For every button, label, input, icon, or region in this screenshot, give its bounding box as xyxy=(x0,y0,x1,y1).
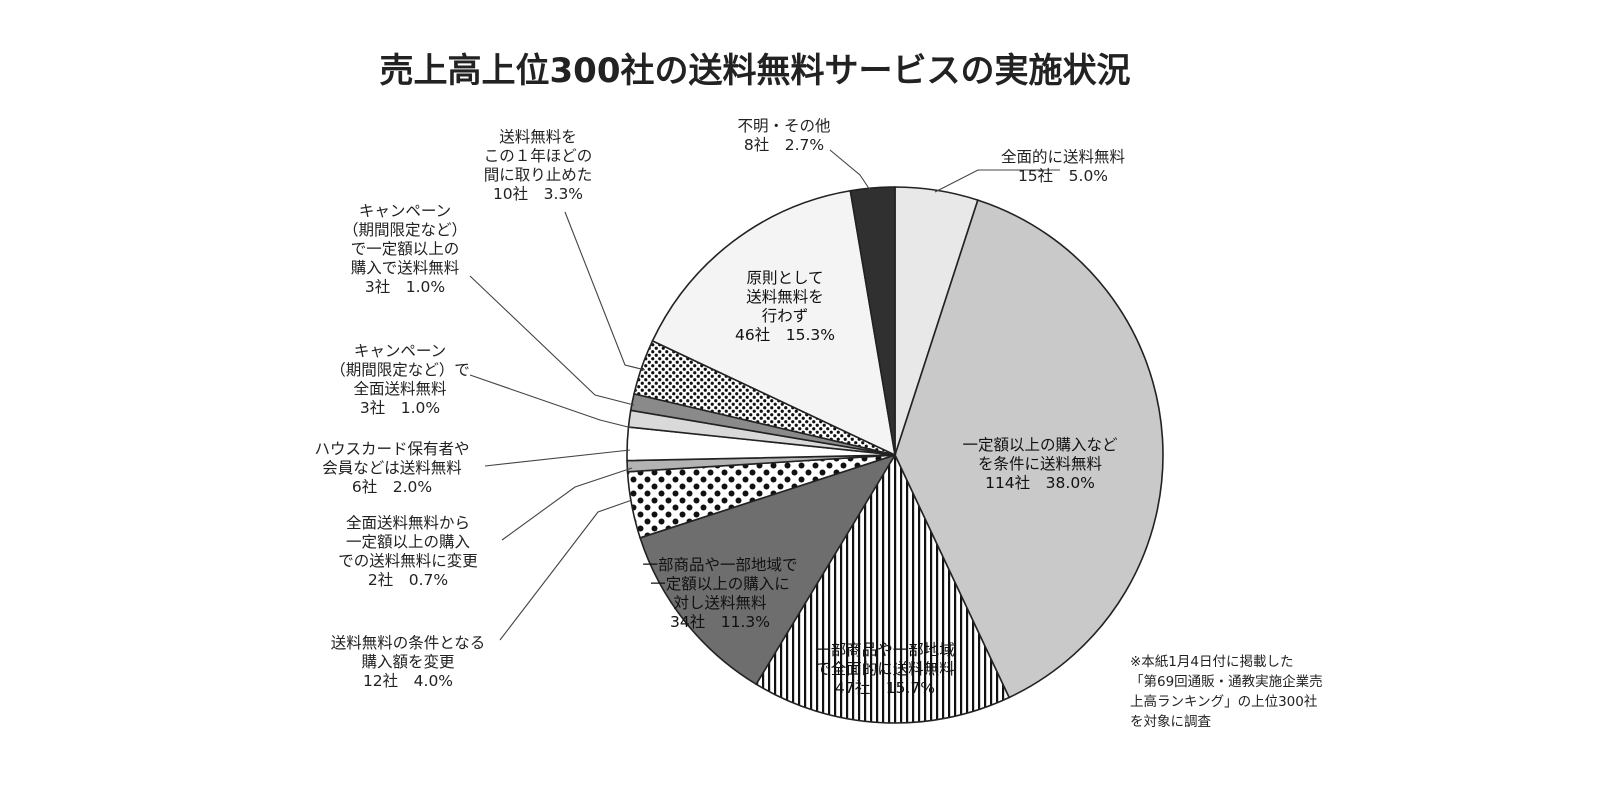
slice-label-line: 全面的に送料無料 xyxy=(1001,148,1125,166)
slice-label-s5: 送料無料の条件となる購入額を変更 12社 4.0% xyxy=(331,634,486,690)
slice-label-s2: 一定額以上の購入などを条件に送料無料 114社 38.0% xyxy=(962,436,1118,492)
slice-labels: 全面的に送料無料 15社 5.0% 一定額以上の購入などを条件に送料無料 114社 3… xyxy=(314,117,1125,697)
leader-line-s10 xyxy=(564,211,646,371)
slice-label-line: 一定額以上の購入 xyxy=(346,533,470,551)
footnote: ※本紙1月4日付に掲載した「第69回通販・通教実施企業売上高ランキング」の上位3… xyxy=(1130,654,1323,730)
slice-label-line: 一部商品や一部地域で xyxy=(642,556,797,574)
slice-label-line: を条件に送料無料 xyxy=(978,455,1102,473)
footnote-line: 上高ランキング」の上位300社 xyxy=(1130,693,1317,710)
slice-label-line: キャンペーン xyxy=(359,202,451,220)
slice-value-s5: 12社 4.0% xyxy=(363,672,453,690)
pie-slice-s12 xyxy=(849,186,896,456)
slice-value-s4: 34社 11.3% xyxy=(670,613,770,631)
slice-label-s1: 全面的に送料無料 15社 5.0% xyxy=(1001,148,1125,185)
slice-label-line: 全面送料無料から xyxy=(346,514,470,532)
footnote-text: ※本紙1月4日付に掲載した「第69回通販・通教実施企業売上高ランキング」の上位3… xyxy=(1130,654,1323,730)
pie-slices xyxy=(626,186,1164,724)
slice-value-s6: 2社 0.7% xyxy=(368,571,448,589)
slice-label-line: 全面送料無料 xyxy=(353,380,446,398)
slice-value-s10: 10社 3.3% xyxy=(493,185,583,203)
slice-value-s3: 47社 15.7% xyxy=(835,679,935,697)
slice-label-line: この１年ほどの xyxy=(484,147,593,165)
slice-value-s2: 114社 38.0% xyxy=(985,474,1095,492)
leader-lines xyxy=(469,149,1060,641)
slice-label-line: 一定額以上の購入など xyxy=(962,436,1118,454)
pie-slice-s2 xyxy=(894,199,1164,699)
footnote-line: 「第69回通販・通教実施企業売 xyxy=(1130,673,1323,690)
slice-label-line: で一定額以上の xyxy=(351,240,460,258)
leader-line-s9 xyxy=(469,275,635,406)
leader-line-s7 xyxy=(484,449,631,467)
slice-label-line: 送料無料を xyxy=(746,288,824,306)
slice-label-line: 間に取り止めた xyxy=(484,166,593,184)
slice-label-line: 原則として xyxy=(746,269,823,287)
slice-value-s9: 3社 1.0% xyxy=(365,278,445,296)
slice-label-s9: キャンペーン（期間限定など）で一定額以上の購入で送料無料 3社 1.0% xyxy=(343,202,467,296)
slice-label-line: 一定額以上の購入に xyxy=(650,575,790,593)
slice-label-line: 不明・その他 xyxy=(737,117,830,135)
slice-label-s4: 一部商品や一部地域で一定額以上の購入に対し送料無料 34社 11.3% xyxy=(642,556,797,631)
slice-label-line: で全面的に送料無料 xyxy=(815,660,955,678)
slice-label-line: 会員などは送料無料 xyxy=(322,459,462,477)
slice-value-s1: 15社 5.0% xyxy=(1018,167,1108,185)
leader-line-s1 xyxy=(934,169,1060,193)
leader-line-s5 xyxy=(499,499,633,641)
pie-slice-s3 xyxy=(755,453,1011,724)
slice-label-s7: ハウスカード保有者や会員などは送料無料 6社 2.0% xyxy=(314,440,469,496)
slice-label-line: キャンペーン xyxy=(354,342,446,360)
slice-label-line: （期間限定など） xyxy=(343,221,467,239)
slice-label-line: での送料無料に変更 xyxy=(338,552,478,570)
slice-label-s6: 全面送料無料から一定額以上の購入での送料無料に変更 2社 0.7% xyxy=(338,514,478,589)
slice-label-line: 一部商品や一部地域 xyxy=(815,641,955,659)
slice-label-s8: キャンペーン（期間限定など）で全面送料無料 3社 1.0% xyxy=(330,342,470,417)
slice-label-line: 送料無料の条件となる xyxy=(331,634,486,652)
slice-label-line: 対し送料無料 xyxy=(673,594,766,612)
slice-value-s8: 3社 1.0% xyxy=(360,399,440,417)
slice-label-line: 購入で送料無料 xyxy=(351,259,460,277)
slice-label-line: 行わず xyxy=(762,307,809,325)
slice-label-s3: 一部商品や一部地域で全面的に送料無料 47社 15.7% xyxy=(815,641,955,697)
leader-line-s12 xyxy=(829,149,871,191)
slice-value-s11: 46社 15.3% xyxy=(735,326,835,344)
slice-label-s10: 送料無料をこの１年ほどの間に取り止めた 10社 3.3% xyxy=(484,128,593,203)
leader-line-s8 xyxy=(469,374,633,429)
slice-label-s11: 原則として送料無料を行わず 46社 15.3% xyxy=(735,269,835,344)
slice-label-s12: 不明・その他 8社 2.7% xyxy=(737,117,830,154)
slice-value-s12: 8社 2.7% xyxy=(744,136,824,154)
pie-slice-s11 xyxy=(651,189,897,457)
slice-label-line: 購入額を変更 xyxy=(361,653,455,671)
slice-label-line: ハウスカード保有者や xyxy=(314,440,469,458)
chart-title: 売上高上位300社の送料無料サービスの実施状況 xyxy=(380,51,1131,91)
slice-label-line: 送料無料を xyxy=(499,128,577,146)
pie-slice-s4 xyxy=(639,453,897,686)
footnote-line: ※本紙1月4日付に掲載した xyxy=(1130,654,1294,670)
leader-line-s6 xyxy=(501,467,633,541)
footnote-line: を対象に調査 xyxy=(1130,714,1211,730)
slice-value-s7: 6社 2.0% xyxy=(352,478,432,496)
slice-label-line: （期間限定など）で xyxy=(330,361,470,379)
